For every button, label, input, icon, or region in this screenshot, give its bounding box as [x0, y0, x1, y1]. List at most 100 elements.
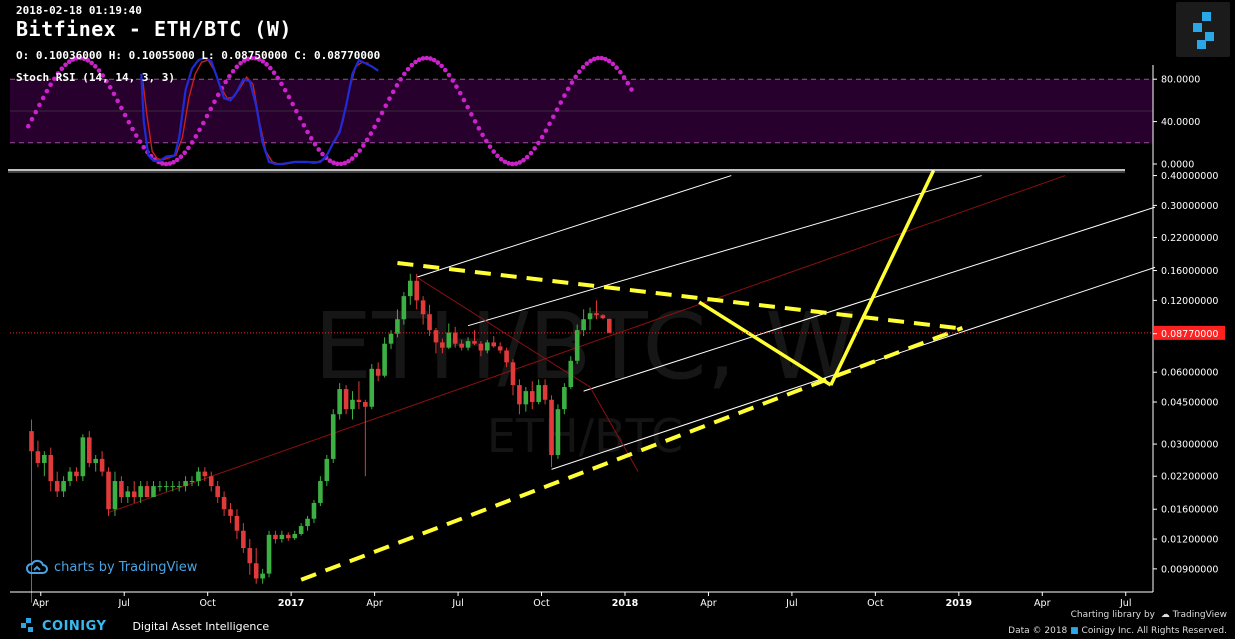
cycle-dot: [368, 131, 374, 136]
candle-body: [93, 458, 98, 463]
cycle-dot: [618, 69, 623, 75]
cycle-dot: [320, 151, 325, 157]
candle-body: [587, 313, 593, 320]
cycle-dot: [543, 128, 549, 133]
cycle-dot: [78, 55, 83, 61]
cycle-dot: [208, 106, 214, 112]
cycle-dot: [599, 55, 605, 61]
cycle-dot: [536, 140, 541, 146]
cycle-dot: [379, 110, 385, 116]
cycle-dot: [133, 133, 139, 138]
candle-body: [42, 454, 47, 463]
cycle-dot: [52, 76, 57, 82]
cycle-dot: [174, 157, 180, 163]
time-tick-label: 2018: [612, 598, 639, 609]
candle-body: [375, 368, 381, 376]
candle-body: [574, 330, 580, 361]
candle-body: [80, 437, 86, 477]
cycle-dot: [595, 55, 601, 61]
cycle-dot: [271, 70, 277, 76]
candle-body: [48, 454, 54, 482]
candle-body: [298, 526, 304, 534]
cycle-dot: [402, 71, 407, 77]
cycle-dot: [186, 145, 191, 151]
cycle-dot: [539, 134, 545, 140]
indicator-label[interactable]: Stoch RSI (14, 14, 3, 3): [16, 71, 175, 84]
cycle-dot: [130, 126, 135, 132]
candle-body: [202, 471, 208, 477]
candle-body: [106, 471, 111, 510]
cycle-dot: [394, 83, 400, 88]
cycle-dot: [182, 150, 187, 155]
cycle-dot: [81, 56, 87, 62]
candle-body: [112, 481, 118, 510]
candle-body: [260, 573, 265, 579]
cycle-dot: [573, 74, 578, 80]
cycle-dot: [63, 62, 68, 68]
cycle-dot: [349, 156, 355, 161]
candle-body: [363, 402, 368, 407]
candle-body: [369, 368, 375, 407]
chart-title: Bitfinex - ETH/BTC (W): [16, 17, 292, 41]
cycle-dot: [327, 158, 333, 164]
cycle-dot: [264, 62, 269, 67]
cycle-dot: [74, 56, 79, 61]
price-tick-label: 0.08770000: [1161, 329, 1218, 340]
cycle-dot: [312, 141, 318, 147]
candle-body: [61, 481, 66, 492]
cycle-dot: [524, 154, 530, 160]
candle-body: [183, 481, 188, 487]
coinigy-logo-icon[interactable]: [1176, 2, 1230, 57]
cycle-dot: [588, 58, 593, 64]
time-tick-label: Apr: [366, 598, 383, 609]
price-tick-label: 0.16000000: [1161, 266, 1218, 277]
cycle-dot: [461, 97, 467, 103]
cycle-dot: [122, 112, 128, 118]
cycle-dot: [480, 132, 485, 138]
candle-body: [157, 486, 163, 488]
candle-body: [536, 385, 541, 403]
candle-body: [401, 296, 407, 320]
cycle-dot: [171, 159, 176, 165]
cycle-dot: [260, 59, 266, 64]
candle-body: [138, 486, 143, 498]
time-tick-label: Jul: [451, 598, 463, 609]
candle-body: [151, 486, 156, 498]
cycle-dot: [606, 58, 612, 64]
cycle-dot: [469, 112, 474, 117]
cycle-dot: [476, 126, 482, 131]
time-tick-label: Jul: [1119, 598, 1131, 609]
support-dashed: [300, 326, 964, 582]
time-tick-label: Oct: [199, 598, 216, 609]
candle-body: [555, 409, 561, 455]
price-tick-label: 0.04500000: [1161, 398, 1218, 409]
cycle-dot: [189, 140, 195, 145]
cycle-dot: [126, 119, 132, 125]
cycle-dot: [346, 158, 351, 164]
cycle-dot: [268, 65, 273, 71]
cycle-dot: [66, 59, 72, 65]
cycle-dot: [416, 57, 422, 63]
cycle-dot: [387, 96, 392, 101]
stoch-tick-label: 0.0000: [1161, 160, 1194, 171]
timestamp: 2018-02-18 01:19:40: [16, 4, 142, 17]
price-tick-label: 0.12000000: [1161, 296, 1218, 307]
cycle-dot: [119, 105, 124, 111]
stoch-tick-label: 80.0000: [1161, 75, 1200, 86]
candle-body: [67, 471, 73, 482]
candle-body: [562, 387, 567, 410]
candle-body: [196, 471, 201, 482]
candle-body: [131, 491, 137, 498]
candle-body: [247, 548, 253, 564]
cycle-dot: [506, 161, 511, 166]
tradingview-badge[interactable]: charts by TradingView: [26, 559, 197, 575]
time-tick-label: 2017: [278, 598, 304, 609]
price-tick-label: 0.01200000: [1161, 535, 1218, 546]
cycle-dot: [70, 57, 76, 62]
cycle-dot: [297, 115, 303, 121]
candle-body: [208, 476, 214, 487]
cycle-dot: [558, 100, 564, 105]
cycle-dot: [245, 56, 251, 62]
cycle-dot: [364, 137, 370, 143]
candle-body: [215, 486, 220, 498]
